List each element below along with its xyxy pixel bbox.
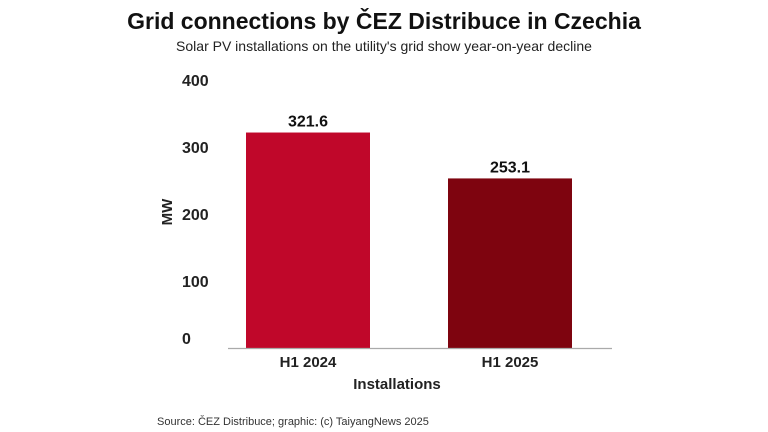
chart-title: Grid connections by ČEZ Distribuce in Cz…: [127, 8, 641, 34]
chart-subtitle: Solar PV installations on the utility's …: [176, 38, 592, 54]
x-axis-title: Installations: [353, 376, 441, 393]
y-tick-label: 200: [182, 207, 209, 224]
x-axis-ticks: H1 2024 H1 2025: [280, 354, 539, 371]
bar: [246, 132, 370, 348]
bar-value-label: 321.6: [288, 114, 328, 131]
y-tick-label: 300: [182, 140, 209, 157]
x-tick-label: H1 2025: [482, 354, 539, 371]
y-axis-ticks: 0 100 200 300 400: [182, 73, 209, 348]
bar-value-label: 253.1: [490, 159, 530, 176]
value-labels: 321.6 253.1: [288, 114, 530, 177]
y-tick-label: 400: [182, 73, 209, 90]
y-tick-label: 100: [182, 274, 209, 291]
y-tick-label: 0: [182, 331, 191, 348]
x-tick-label: H1 2024: [280, 354, 337, 371]
y-axis-title: MW: [159, 198, 176, 225]
source-note: Source: ČEZ Distribuce; graphic: (c) Tai…: [157, 416, 429, 428]
bars: [246, 132, 572, 348]
bar: [448, 178, 572, 348]
